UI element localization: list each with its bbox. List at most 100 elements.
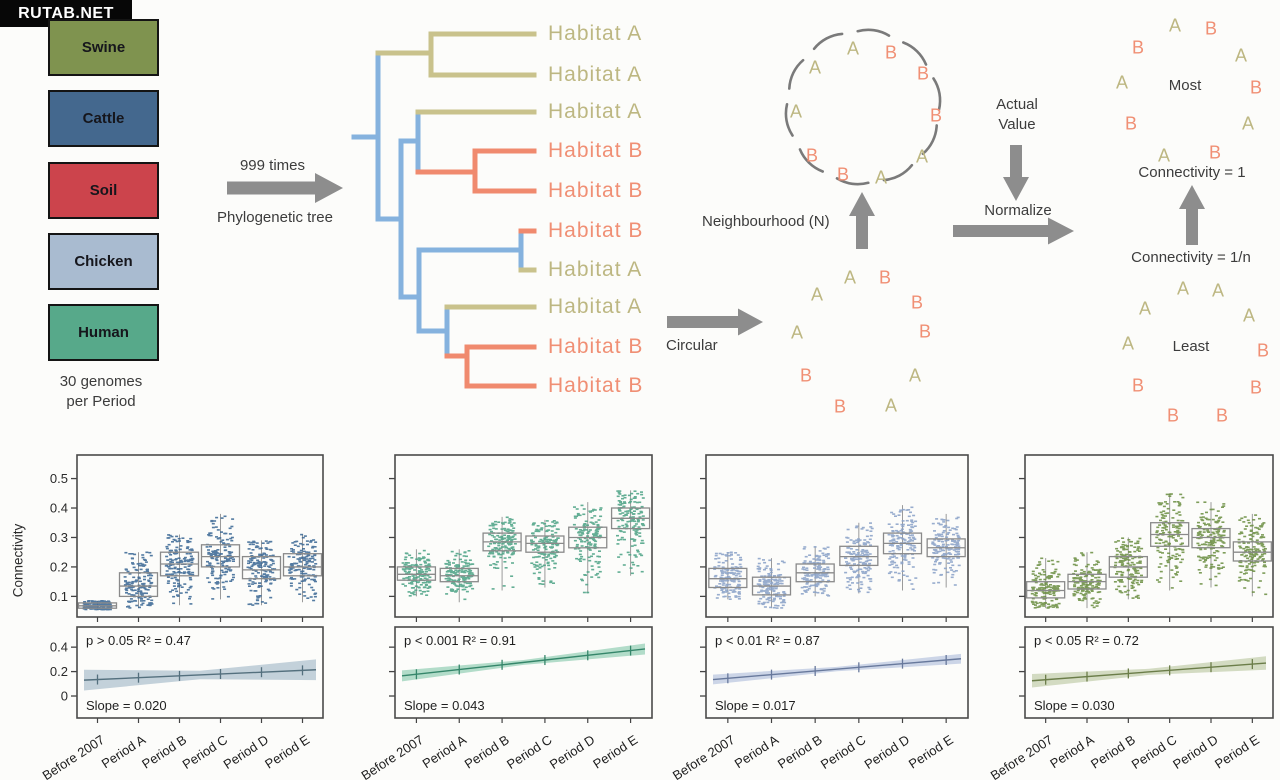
circle-ring-letter-a: A (874, 167, 888, 188)
most-ring-letter-b: B (1204, 18, 1218, 39)
phylogenetic-tree (351, 31, 537, 389)
x-tick-label: Period E (906, 732, 956, 772)
ring-arc (921, 124, 938, 156)
connectivity-panel-1: 0.5 0.4 0.3 0.2 0.1 0.4 0.2 0 p > 0.05 R² = 0.47… (40, 454, 324, 780)
neighbourhood-label: Neighbourhood (N) (702, 213, 830, 230)
legend-caption: 30 genomes per Period (40, 372, 162, 411)
x-tick-label: Period C (818, 732, 869, 772)
most-ring-letter-a: A (1115, 72, 1129, 93)
flow-arrows (227, 145, 1205, 336)
least-label: Least (1172, 338, 1210, 355)
legend-item-chicken: Chicken (48, 233, 159, 290)
strip-points (123, 551, 154, 609)
regression-line (83, 669, 317, 681)
x-tick-label: Before 2007 (670, 732, 738, 780)
tip-label-habitat-b: Habitat B (548, 179, 644, 202)
pre-circle-letter-a: A (790, 322, 804, 343)
regression-line (401, 648, 646, 677)
x-tick-label: Period D (862, 732, 913, 772)
x-tick-label: Period A (420, 732, 470, 772)
connectivity-panel-3: p < 0.01 R² = 0.87 Slope = 0.017 Before 20… (670, 454, 969, 780)
box (200, 544, 241, 568)
x-tick-label: Period B (462, 732, 512, 772)
phylogenetic-tree-label: Phylogenetic tree (217, 209, 333, 226)
regression-line (712, 658, 962, 681)
circle-ring-letter-a: A (846, 38, 860, 59)
box (118, 572, 159, 598)
legend-item-human: Human (48, 304, 159, 361)
tip-label-habitat-a: Habitat A (548, 100, 643, 123)
circle-ring-letter-b: B (836, 164, 850, 185)
x-tick-label: Before 2007 (358, 732, 426, 780)
svg-text:0.2: 0.2 (50, 664, 68, 679)
least-cluster-letter-b: B (1166, 405, 1180, 426)
ring-arc (835, 177, 870, 186)
tip-label-habitat-b: Habitat B (548, 374, 644, 397)
legend-caption-line1: 30 genomes (59, 373, 143, 390)
box (1191, 527, 1231, 549)
strip-points (887, 506, 918, 590)
most-ring-letter-b: B (1208, 142, 1222, 163)
watermark-text: RUTAB.NET (18, 4, 114, 22)
least-cluster-letter-b: B (1131, 375, 1145, 396)
pre-circle-letter-b: B (918, 321, 932, 342)
svg-text:0.2: 0.2 (50, 559, 68, 574)
regression-line (1031, 662, 1267, 682)
pre-circle-letter-b: B (833, 396, 847, 417)
x-tick-label: Period B (1088, 732, 1138, 772)
times-label: 999 times (239, 157, 306, 174)
tip-label-habitat-b: Habitat B (548, 335, 644, 358)
least-cluster-letter-a: A (1211, 280, 1225, 301)
x-tick-label: Period A (732, 732, 782, 772)
least-cluster-letter-a: A (1176, 278, 1190, 299)
x-tick-label: Period D (221, 732, 272, 772)
box (282, 553, 323, 577)
ring-arc (784, 103, 794, 137)
ring-arc (788, 58, 805, 90)
box (1026, 581, 1066, 599)
slope-annotation: Slope = 0.030 (1034, 698, 1115, 713)
strip-points (287, 533, 318, 602)
tip-label-habitat-a: Habitat A (548, 258, 643, 281)
circular-label: Circular (666, 337, 718, 354)
circle-ring-letter-b: B (916, 63, 930, 84)
x-tick-label: Period B (139, 732, 189, 772)
svg-text:0: 0 (61, 689, 68, 704)
svg-text:0.4: 0.4 (50, 640, 68, 655)
connectivity-panel-4: p < 0.05 R² = 0.72 Slope = 0.030 Before 20… (988, 454, 1274, 780)
circle-ring-letter-b: B (805, 145, 819, 166)
pre-circle-letter-a: A (810, 284, 824, 305)
pre-circle-letter-b: B (878, 267, 892, 288)
ring-arc (812, 32, 844, 51)
x-tick-label: Before 2007 (988, 732, 1056, 780)
circle-ring-letter-b: B (884, 42, 898, 63)
box (525, 535, 565, 553)
circle-ring-letter-a: A (808, 57, 822, 78)
tip-label-habitat-a: Habitat A (548, 63, 643, 86)
box (708, 567, 748, 589)
most-ring-letter-a: A (1168, 15, 1182, 36)
connectivity-most-label: Connectivity = 1 (1138, 164, 1246, 181)
x-tick-label: Period C (504, 732, 555, 772)
least-cluster-letter-a: A (1242, 305, 1256, 326)
legend-item-cattle: Cattle (48, 90, 159, 147)
box (439, 567, 479, 583)
stats-annotation: p > 0.05 R² = 0.47 (86, 633, 191, 648)
strip-points (530, 520, 560, 585)
least-cluster-letter-b: B (1215, 405, 1229, 426)
normalize-label: Normalize (984, 202, 1052, 219)
x-tick-label: Period B (775, 732, 825, 772)
most-ring-letter-b: B (1124, 113, 1138, 134)
x-tick-label: Period E (1212, 732, 1262, 772)
most-ring-letter-a: A (1234, 45, 1248, 66)
strip-points (164, 534, 195, 605)
connectivity-charts: 0.5 0.4 0.3 0.2 0.1 0.4 0.2 0 p > 0.05 R² = 0.47… (40, 454, 1274, 780)
actual-value-arrow (1003, 145, 1029, 201)
least-cluster-letter-b: B (1256, 340, 1270, 361)
slope-annotation: Slope = 0.043 (404, 698, 485, 713)
legend-item-soil: Soil (48, 162, 159, 219)
svg-text:0.5: 0.5 (50, 471, 68, 486)
connectivity-arrow (1179, 185, 1205, 245)
x-tick-label: Period C (180, 732, 231, 772)
